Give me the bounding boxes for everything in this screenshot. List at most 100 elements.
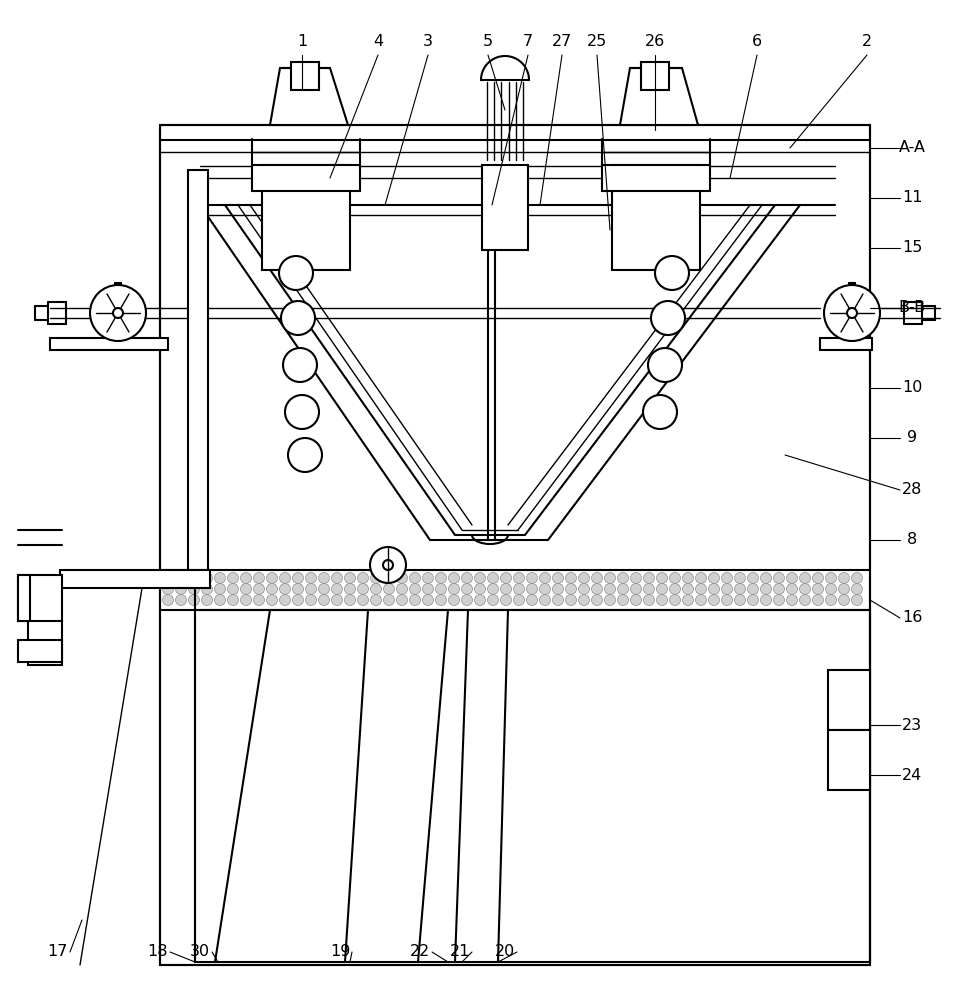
Circle shape	[254, 584, 265, 594]
Circle shape	[630, 594, 642, 605]
Circle shape	[812, 584, 823, 594]
Circle shape	[812, 572, 823, 584]
Bar	[820, 338, 872, 350]
Circle shape	[288, 438, 322, 472]
Circle shape	[318, 584, 329, 594]
Circle shape	[318, 594, 329, 605]
Circle shape	[163, 572, 173, 584]
Circle shape	[773, 594, 785, 605]
Circle shape	[318, 572, 329, 584]
Circle shape	[709, 572, 719, 584]
Circle shape	[435, 572, 447, 584]
Circle shape	[175, 572, 186, 584]
Text: 17: 17	[47, 944, 68, 960]
Circle shape	[474, 594, 485, 605]
Circle shape	[188, 572, 200, 584]
Text: 5: 5	[483, 34, 493, 49]
Circle shape	[617, 572, 628, 584]
Circle shape	[648, 348, 682, 382]
Circle shape	[852, 572, 862, 584]
Circle shape	[812, 594, 823, 605]
Text: A-A: A-A	[899, 140, 925, 155]
Circle shape	[760, 572, 771, 584]
Circle shape	[487, 584, 499, 594]
Circle shape	[526, 572, 537, 584]
Circle shape	[748, 572, 759, 584]
Text: 7: 7	[523, 34, 533, 49]
Circle shape	[592, 594, 603, 605]
Circle shape	[514, 584, 524, 594]
Circle shape	[345, 584, 356, 594]
Circle shape	[787, 594, 798, 605]
Text: B-B: B-B	[899, 300, 925, 316]
Circle shape	[175, 594, 186, 605]
Bar	[160, 125, 870, 965]
Bar	[18, 575, 62, 621]
Circle shape	[358, 572, 368, 584]
Circle shape	[617, 594, 628, 605]
Bar	[291, 62, 319, 90]
Bar	[828, 730, 870, 790]
Text: 27: 27	[552, 34, 572, 49]
Circle shape	[383, 594, 395, 605]
Text: 16: 16	[902, 610, 922, 626]
Text: 28: 28	[902, 483, 922, 497]
Circle shape	[655, 256, 689, 290]
Circle shape	[370, 584, 381, 594]
Circle shape	[748, 594, 759, 605]
Circle shape	[617, 584, 628, 594]
Circle shape	[800, 594, 810, 605]
Circle shape	[847, 308, 857, 318]
Circle shape	[90, 285, 146, 341]
Circle shape	[267, 572, 277, 584]
Text: 24: 24	[902, 768, 922, 782]
Circle shape	[188, 584, 200, 594]
Bar	[18, 640, 62, 662]
Text: 2: 2	[862, 34, 872, 49]
Circle shape	[773, 572, 785, 584]
Circle shape	[292, 584, 304, 594]
Text: 8: 8	[906, 532, 917, 548]
Text: 21: 21	[450, 944, 470, 960]
Bar	[262, 165, 350, 270]
Circle shape	[292, 594, 304, 605]
Circle shape	[279, 584, 290, 594]
Bar	[612, 165, 700, 270]
Circle shape	[462, 584, 472, 594]
Circle shape	[449, 572, 460, 584]
Circle shape	[630, 584, 642, 594]
Circle shape	[565, 594, 576, 605]
Circle shape	[306, 594, 317, 605]
Text: 10: 10	[902, 380, 922, 395]
Text: 22: 22	[410, 944, 430, 960]
Circle shape	[565, 584, 576, 594]
Circle shape	[501, 584, 512, 594]
Text: 6: 6	[752, 34, 762, 49]
Circle shape	[422, 572, 433, 584]
Circle shape	[578, 572, 590, 584]
Circle shape	[540, 584, 551, 594]
Circle shape	[227, 572, 238, 584]
Circle shape	[825, 572, 837, 584]
Circle shape	[669, 594, 680, 605]
Circle shape	[501, 594, 512, 605]
Circle shape	[397, 594, 408, 605]
Text: 9: 9	[906, 430, 917, 446]
Circle shape	[760, 594, 771, 605]
Circle shape	[215, 572, 225, 584]
Circle shape	[449, 584, 460, 594]
Circle shape	[240, 572, 252, 584]
Circle shape	[397, 584, 408, 594]
Circle shape	[410, 594, 420, 605]
Circle shape	[331, 572, 342, 584]
Circle shape	[696, 594, 707, 605]
Text: 1: 1	[297, 34, 307, 49]
Circle shape	[630, 572, 642, 584]
Circle shape	[721, 594, 732, 605]
Circle shape	[748, 584, 759, 594]
Circle shape	[605, 594, 615, 605]
Circle shape	[682, 572, 694, 584]
Bar	[482, 165, 528, 250]
Circle shape	[839, 572, 850, 584]
Polygon shape	[270, 68, 348, 125]
